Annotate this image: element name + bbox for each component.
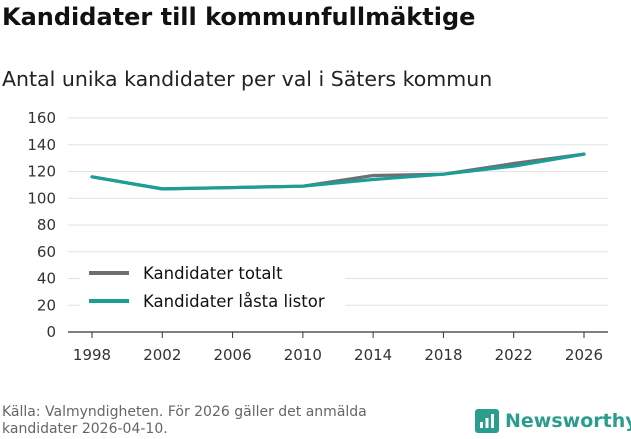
y-tick-label: 0 bbox=[46, 323, 56, 341]
brand-name: Newsworthy bbox=[505, 410, 631, 432]
bar-chart-icon bbox=[475, 409, 499, 433]
x-tick-label: 2022 bbox=[495, 346, 533, 364]
x-tick-label: 2018 bbox=[424, 346, 462, 364]
legend-label: Kandidater totalt bbox=[143, 264, 283, 283]
y-tick-label: 60 bbox=[37, 243, 56, 261]
x-axis-ticks: 1998 2002 2006 2010 2014 2018 2022 2026 bbox=[73, 332, 603, 364]
x-tick-label: 1998 bbox=[73, 346, 111, 364]
chart-subtitle: Antal unika kandidater per val i Säters … bbox=[2, 67, 493, 91]
x-tick-label: 2014 bbox=[354, 346, 392, 364]
x-tick-label: 2026 bbox=[565, 346, 603, 364]
newsworthy-logo: Newsworthy bbox=[475, 409, 631, 433]
line-chart: 0 20 40 60 80 100 120 140 160 1998 2002 2006 2010 20… bbox=[27, 109, 608, 364]
legend-label: Kandidater låsta listor bbox=[143, 292, 325, 311]
chart-title: Kandidater till kommunfullmäktige bbox=[2, 3, 476, 31]
y-tick-label: 100 bbox=[27, 189, 56, 207]
legend-background bbox=[80, 258, 345, 320]
y-tick-label: 40 bbox=[37, 270, 56, 288]
y-tick-label: 160 bbox=[27, 109, 56, 127]
y-tick-label: 120 bbox=[27, 163, 56, 181]
x-tick-label: 2010 bbox=[284, 346, 322, 364]
y-tick-label: 20 bbox=[37, 296, 56, 314]
series-line bbox=[90, 152, 586, 191]
source-note: Källa: Valmyndigheten. För 2026 gäller d… bbox=[2, 404, 367, 437]
series-lines bbox=[90, 152, 586, 191]
y-tick-label: 140 bbox=[27, 136, 56, 154]
y-tick-label: 80 bbox=[37, 216, 56, 234]
x-tick-label: 2006 bbox=[213, 346, 251, 364]
grid-lines bbox=[68, 117, 608, 333]
x-tick-label: 2002 bbox=[143, 346, 181, 364]
y-axis-ticks: 0 20 40 60 80 100 120 140 160 bbox=[27, 109, 56, 341]
legend: Kandidater totalt Kandidater låsta listor bbox=[80, 258, 345, 320]
